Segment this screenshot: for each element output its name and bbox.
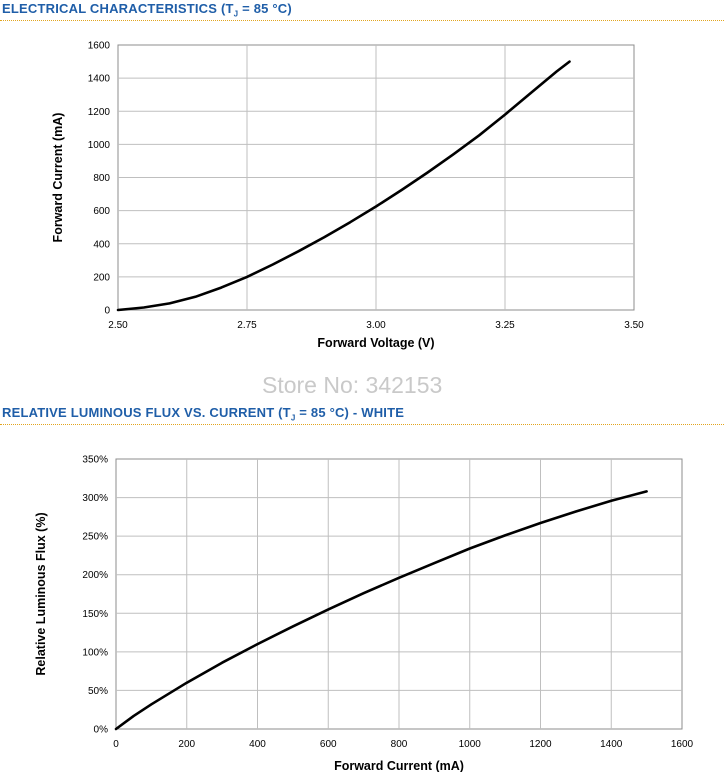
chart1-title-prefix: ELECTRICAL CHARACTERISTICS (T [2, 1, 234, 16]
chart2-y-tick-label: 300% [82, 493, 108, 504]
chart1-y-tick-label: 200 [93, 272, 110, 283]
chart2-y-tick-label: 100% [82, 647, 108, 658]
chart2-x-tick-label: 0 [113, 739, 119, 750]
chart1-y-tick-label: 1200 [88, 107, 111, 118]
section1-divider [0, 20, 724, 21]
chart1-title: ELECTRICAL CHARACTERISTICS (TJ = 85 °C) [2, 1, 292, 19]
chart2-y-tick-label: 250% [82, 532, 108, 543]
chart1-y-tick-label: 1400 [88, 74, 111, 85]
chart2-title-prefix: RELATIVE LUMINOUS FLUX VS. CURRENT (T [2, 405, 291, 420]
section2-divider [0, 424, 724, 425]
chart2-y-axis-label: Relative Luminous Flux (%) [34, 512, 48, 675]
chart2-x-tick-label: 1400 [600, 739, 623, 750]
chart1-iv-curve: 2.50 2.75 3.00 3.25 3.50 0 200 400 600 800 1000 120… [51, 41, 644, 351]
chart2-y-tick-label: 0% [94, 725, 109, 736]
chart2-title-sub: J [290, 413, 296, 423]
chart2-title-suffix: = 85 °C) - WHITE [295, 405, 405, 420]
chart1-y-tick-label: 600 [93, 206, 110, 217]
chart1-y-tick-label: 0 [104, 306, 110, 317]
chart1-title-suffix: = 85 °C) [238, 1, 292, 16]
chart2-title: RELATIVE LUMINOUS FLUX VS. CURRENT (TJ =… [2, 405, 404, 423]
chart2-y-tick-label: 350% [82, 455, 108, 466]
chart1-x-tick-label: 3.50 [624, 320, 644, 331]
chart1-y-tick-label: 400 [93, 239, 110, 250]
chart2-x-tick-label: 1600 [671, 739, 694, 750]
chart1-x-axis-label: Forward Voltage (V) [317, 336, 434, 350]
chart2-series-line [114, 490, 648, 731]
chart2-y-tick-label: 150% [82, 609, 108, 620]
chart2-x-tick-label: 1000 [459, 739, 482, 750]
chart2-x-tick-label: 600 [320, 739, 337, 750]
chart1-x-tick-label: 3.25 [495, 320, 515, 331]
chart1-title-sub: J [233, 9, 239, 19]
chart2-x-tick-label: 200 [178, 739, 195, 750]
chart1-x-tick-label: 3.00 [366, 320, 386, 331]
chart2-y-tick-label: 200% [82, 570, 108, 581]
chart2-x-tick-label: 800 [391, 739, 408, 750]
chart2-x-axis-label: Forward Current (mA) [334, 759, 464, 772]
chart2-x-tick-label: 400 [249, 739, 266, 750]
chart1-x-tick-label: 2.50 [108, 320, 128, 331]
chart1-x-tick-label: 2.75 [237, 320, 257, 331]
chart1-y-tick-label: 800 [93, 173, 110, 184]
chart2-y-tick-label: 50% [88, 686, 108, 697]
chart1-y-axis-label: Forward Current (mA) [51, 113, 65, 243]
chart2-x-tick-label: 1200 [529, 739, 552, 750]
chart1-y-tick-label: 1600 [88, 41, 111, 52]
chart1-y-tick-label: 1000 [88, 140, 111, 151]
chart1-series-line [116, 60, 571, 312]
store-watermark: Store No: 342153 [262, 372, 443, 398]
